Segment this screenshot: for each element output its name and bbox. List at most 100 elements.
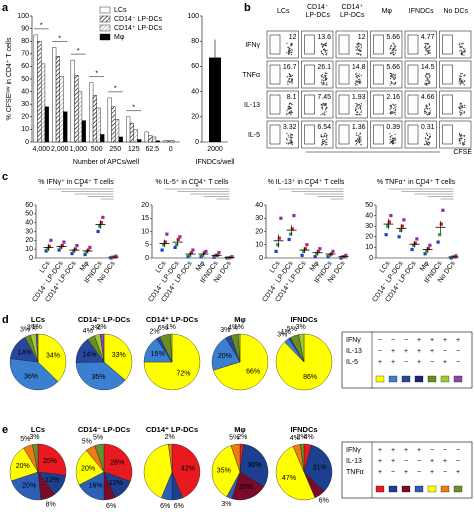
event-dot (427, 44, 429, 46)
event-dot (290, 107, 292, 110)
flow-plot (439, 90, 472, 119)
gate (338, 124, 350, 145)
event-dot (425, 49, 427, 51)
event-dot (391, 75, 394, 77)
event-dot (358, 137, 360, 139)
event-dot (425, 82, 427, 84)
bar (44, 106, 49, 143)
bar (148, 135, 153, 143)
legend-label: CD14⁻ LP-DCs (114, 16, 163, 23)
legend-swatch (453, 485, 463, 493)
data-point (413, 241, 417, 245)
y-tick-label: 0 (145, 255, 149, 262)
x-tick-label: 2,000 (51, 146, 69, 153)
event-dot (392, 143, 394, 145)
flow-plot (404, 30, 437, 59)
data-point (201, 253, 205, 257)
event-dot (462, 51, 465, 53)
event-dot (389, 78, 392, 80)
data-point (72, 249, 76, 253)
event-dot (356, 111, 358, 113)
event-dot (358, 103, 360, 106)
event-dot (427, 53, 429, 55)
event-dot (360, 45, 363, 47)
y-tick-label: 50 (25, 211, 33, 218)
event-dot (325, 49, 327, 51)
event-dot (324, 132, 326, 135)
event-dot (425, 80, 427, 82)
event-dot (458, 106, 460, 108)
event-dot (355, 76, 357, 78)
event-dot (360, 80, 362, 82)
data-point (188, 253, 192, 257)
event-dot (324, 114, 326, 116)
event-dot (459, 142, 461, 144)
pie-slice (211, 337, 241, 371)
event-dot (324, 103, 327, 105)
legend-sign: − (443, 348, 447, 355)
legend-swatch (440, 485, 450, 493)
event-dot (324, 75, 327, 77)
data-point (287, 237, 291, 242)
y-tick-label: 40 (25, 220, 33, 227)
event-dot (464, 48, 466, 50)
flow-plot (335, 30, 368, 59)
slice-label: 6% (160, 503, 170, 510)
event-dot (459, 109, 461, 111)
bar (96, 107, 101, 143)
event-dot (390, 111, 392, 113)
y-tick-label: 10 (365, 244, 373, 251)
event-dot (424, 47, 426, 49)
x-tick-label: 125 (128, 146, 140, 153)
flow-plot (404, 120, 437, 149)
legend-sign: + (456, 469, 460, 476)
event-dot (393, 139, 395, 141)
slice-label: 2% (165, 434, 175, 441)
event-dot (427, 73, 429, 75)
event-dot (427, 50, 430, 52)
event-dot (461, 103, 463, 105)
event-dot (358, 135, 360, 137)
significance-star: * (114, 86, 117, 93)
event-dot (291, 103, 293, 106)
event-dot (392, 137, 394, 139)
column-header: No DCs (443, 8, 468, 15)
event-dot (356, 138, 359, 140)
legend-sign: + (378, 458, 382, 465)
event-dot (460, 138, 462, 140)
data-point (428, 243, 432, 247)
data-point (410, 247, 414, 252)
event-dot (360, 47, 362, 49)
event-dot (428, 144, 430, 146)
y-tick-label: 30 (25, 228, 33, 235)
panel-letter: b (244, 2, 251, 14)
data-point (399, 228, 403, 233)
pie-slice (75, 449, 105, 486)
legend-sign: − (378, 337, 382, 344)
event-dot (324, 83, 326, 85)
legend-sign: − (443, 469, 447, 476)
event-dot (322, 81, 324, 83)
gate-value: 4.77 (421, 34, 435, 41)
legend-sign: − (456, 359, 460, 366)
event-dot (425, 107, 427, 109)
event-dot (425, 106, 427, 108)
event-dot (460, 134, 462, 137)
event-dot (290, 45, 293, 47)
event-dot (355, 144, 357, 146)
event-dot (357, 45, 360, 48)
y-tick-label: 80 (191, 38, 199, 45)
y-tick-label: 20 (141, 202, 149, 209)
slice-label: 72% (176, 370, 190, 377)
event-dot (391, 75, 393, 78)
event-dot (424, 54, 426, 56)
plot-title: % IFNγ⁺ in CD4⁺ T cells (38, 179, 114, 186)
event-dot (394, 76, 397, 78)
event-dot (427, 52, 430, 54)
bar (166, 140, 171, 143)
flow-plot (370, 90, 403, 119)
event-dot (462, 106, 464, 108)
data-point (400, 224, 404, 228)
event-dot (423, 108, 426, 110)
